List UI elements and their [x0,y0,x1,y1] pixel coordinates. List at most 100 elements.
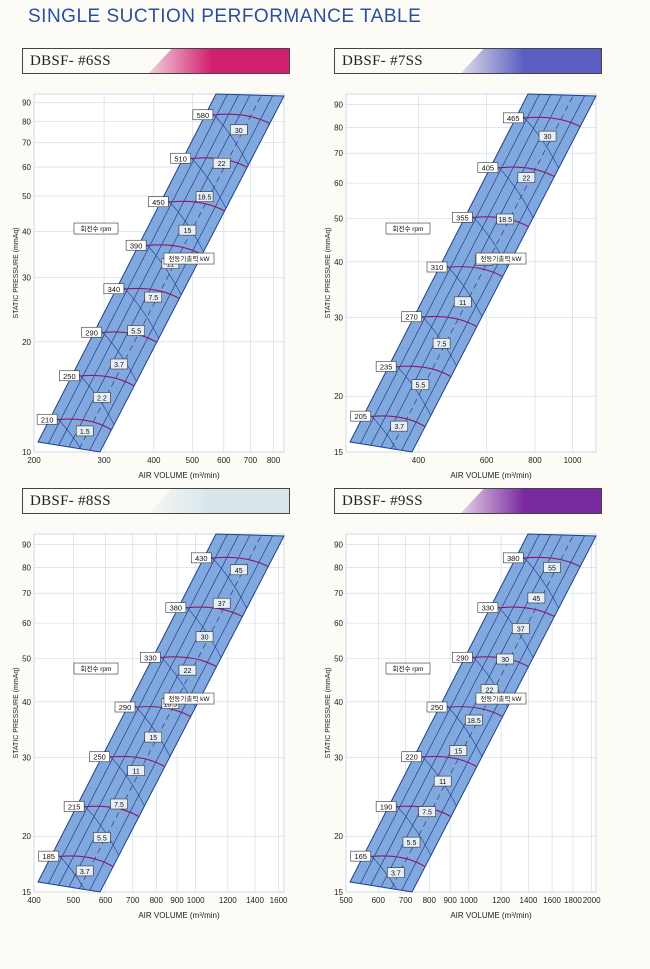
y-tick-label: 20 [22,338,31,347]
kw-label: 11 [132,769,139,776]
rpm-label-box [375,801,397,812]
rpm-label-box [190,552,212,564]
resistance-line [68,94,251,448]
y-tick-label: 30 [334,314,343,323]
kw-label-box [144,731,163,743]
kw-label: 30 [501,657,509,664]
kw-curve [368,852,423,892]
rpm-label-box [192,109,214,121]
kw-legend: 전동기출력 kW [168,254,210,263]
rpm-label: 330 [144,653,157,662]
x-tick-label: 1400 [520,896,538,905]
x-tick-label: 1600 [270,896,288,905]
kw-label: 18.5 [164,702,178,709]
rpm-label: 165 [354,852,367,861]
chart-panel-9ss: DBSF- #9SS 165 190 220 250 290 330 380 3.7 5.5 7.… [325,488,650,943]
kw-legend: 전동기출력 kW [168,694,210,703]
rpm-label-box [477,162,499,173]
kw-label-box [230,564,248,576]
y-tick-label: 50 [334,214,343,223]
kw-label-box [402,836,421,848]
x-tick-label: 500 [339,896,353,905]
kw-legend: 전동기출력 kW [480,694,522,703]
operating-region [349,533,597,893]
kw-legend-box [475,692,527,705]
kw-label-box [527,592,546,604]
y-axis-label: STATIC PRESSURE (mmAq) [13,667,20,758]
rpm-label-box [502,112,524,124]
kw-label: 45 [235,568,243,575]
model-label: DBSF- #6SS [30,53,111,69]
y-tick-label: 40 [22,228,31,237]
x-axis-label: AIR VOLUME (m³/min) [138,471,220,480]
banner-color-band [149,489,289,513]
rpm-label-box [375,361,397,372]
rpm-label: 580 [197,111,210,120]
y-tick-label: 70 [22,589,31,598]
rpm-label-box [426,701,448,713]
rpm-label-box [114,701,136,713]
rpm-label: 290 [456,653,469,662]
x-tick-label: 700 [126,896,140,905]
kw-label: 30 [201,635,209,642]
rpm-label: 290 [119,703,132,712]
model-label: DBSF- #7SS [342,53,423,69]
rpm-legend: 회전수 rpm [81,224,112,233]
rpm-label: 340 [108,285,121,294]
resistance-line [89,535,273,891]
kw-label: 22 [218,161,226,168]
kw-label: 5.5 [131,329,141,336]
rpm-label-box [81,326,102,338]
y-tick-label: 40 [334,698,343,707]
rpm-label-box [165,602,187,613]
rpm-legend-box [385,662,431,675]
kw-label: 22 [486,688,494,695]
x-tick-label: 400 [147,456,161,465]
chart-panel-8ss: DBSF- #8SS 185 215 250 290 330 380 430 3.7 5.5 7.… [13,488,342,943]
rpm-label: 185 [42,852,55,861]
resistance-line [58,94,239,446]
performance-chart: 205 235 270 310 355 405 465 3.7 5.5 7.5 11 15 18.5 22… [325,93,597,480]
rpm-legend: 회전수 rpm [81,664,112,673]
kw-label-box [496,653,514,665]
rpm-label: 330 [482,604,495,613]
kw-curve [54,416,110,452]
rpm-label-box [148,196,169,208]
rpm-label-box [426,261,448,273]
kw-label: 37 [517,626,525,633]
kw-label-box [93,392,111,403]
y-axis-label: STATIC PRESSURE (mmAq) [325,667,332,758]
rpm-label: 215 [68,802,81,811]
model-banner: DBSF- #7SS [334,48,602,74]
y-tick-label: 20 [334,392,343,401]
y-tick-label: 90 [334,540,343,549]
kw-label: 15 [149,735,157,742]
rpm-label: 510 [174,154,187,163]
rpm-label-box [140,651,161,663]
x-tick-label: 500 [67,896,81,905]
y-axis-label: STATIC PRESSURE (mmAq) [325,227,332,318]
resistance-line [89,95,273,451]
x-tick-label: 800 [528,456,542,465]
kw-label-box [178,664,197,676]
x-tick-label: 400 [27,896,41,905]
kw-label: 15 [454,749,462,756]
y-tick-label: 30 [22,273,31,282]
kw-label-box [75,425,94,437]
rpm-legend-box [73,662,119,675]
x-tick-label: 900 [443,896,457,905]
rpm-label-box [452,211,473,223]
x-tick-label: 800 [423,896,437,905]
kw-curve [368,412,423,452]
rpm-label: 220 [405,753,418,762]
y-tick-label: 60 [22,163,31,172]
banner-color-band [461,489,601,513]
kw-label: 7.5 [114,802,124,809]
x-axis-label: AIR VOLUME (m³/min) [450,471,532,480]
kw-label: 5.5 [407,840,417,847]
kw-label-box [496,213,514,225]
rpm-label: 405 [482,164,495,173]
y-axis-label: STATIC PRESSURE (mmAq) [13,227,20,318]
kw-legend: 전동기출력 kW [480,254,522,263]
kw-label: 5.5 [416,383,426,390]
